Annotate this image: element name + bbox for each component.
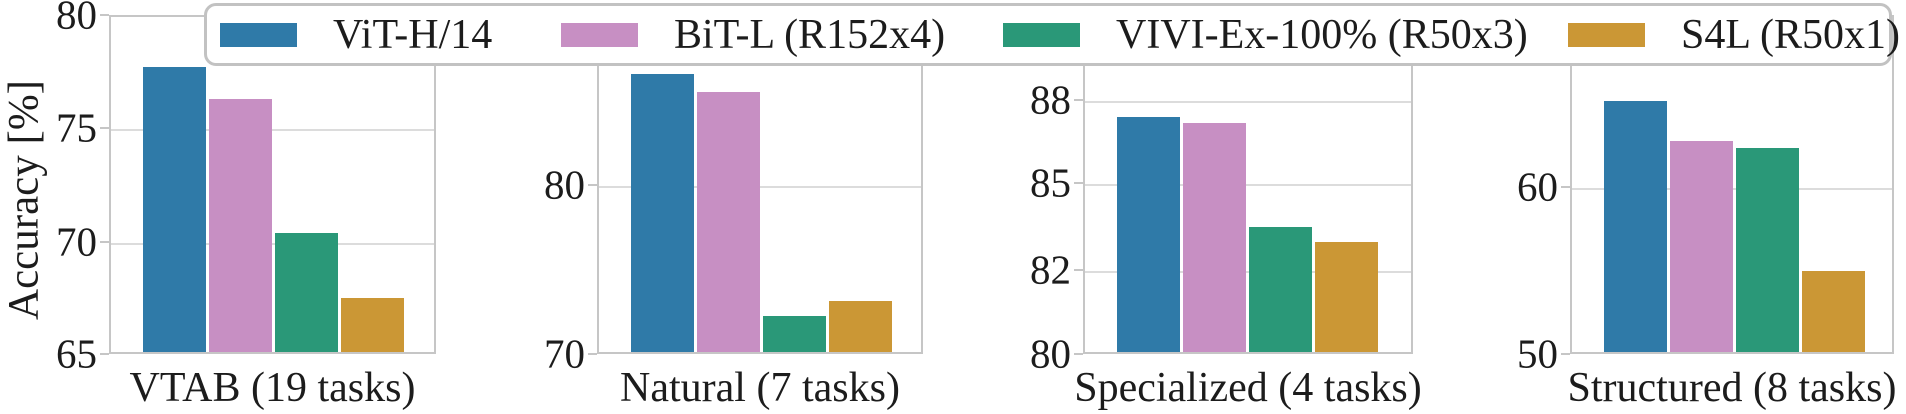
gridline [1085,183,1411,186]
plot-area [1083,15,1413,354]
bar [142,67,206,352]
legend-item: ViT-H/14 [220,14,492,56]
y-tick-label: 50 [1517,330,1558,376]
bar [696,92,760,352]
bar [1116,117,1180,352]
bar [1801,271,1865,352]
y-tick-label: 65 [56,330,97,376]
y-tick-mark [1074,181,1083,184]
y-tick-label: 60 [1517,163,1558,210]
y-tick-mark [1074,352,1083,355]
y-tick-label: 85 [1030,159,1071,206]
y-tick-mark [1561,185,1570,188]
x-axis-caption: Natural (7 tasks) [620,365,900,411]
y-tick-mark [588,183,597,186]
y-tick-label: 80 [56,0,97,38]
y-tick-mark [1561,352,1570,355]
y-tick-mark [100,240,109,243]
y-tick-mark [1074,98,1083,101]
gridline [111,129,434,132]
gridline [1085,270,1411,273]
gridline [111,242,434,245]
x-axis-caption: Specialized (4 tasks) [1074,365,1422,411]
bar [1669,141,1733,352]
y-tick-label: 70 [544,330,585,376]
y-tick-mark [588,352,597,355]
y-tick-label: 70 [56,218,97,265]
legend-swatch [220,22,297,47]
y-tick-mark [100,14,109,16]
bar [1182,122,1246,352]
legend-swatch [561,22,638,47]
legend-swatch [1003,22,1080,47]
y-tick-label: 80 [544,161,585,208]
y-tick-label: 80 [1030,330,1071,376]
plot-area [597,15,923,354]
y-tick-mark [100,352,109,355]
legend-label: S4L (R50x1) [1681,11,1900,58]
legend-swatch [1568,22,1645,47]
gridline [1085,100,1411,103]
legend-item: BiT-L (R152x4) [561,14,945,56]
bar [828,300,892,352]
plot-area [109,15,436,354]
gridline [599,185,921,188]
legend-label: BiT-L (R152x4) [674,11,946,58]
bar [1314,241,1378,352]
plot-area [1570,15,1894,354]
bar [1735,148,1799,352]
x-axis-caption: Structured (8 tasks) [1567,365,1897,411]
bar [630,73,694,352]
legend-label: VIVI-Ex-100% (R50x3) [1116,11,1528,58]
y-tick-label: 88 [1030,76,1071,123]
y-tick-mark [100,127,109,130]
y-tick-label: 82 [1030,246,1071,293]
bar [274,232,338,352]
legend-item: VIVI-Ex-100% (R50x3) [1003,14,1528,56]
legend-item: S4L (R50x1) [1568,14,1900,56]
bar [762,316,826,352]
bar [208,99,272,352]
bar [1248,227,1312,352]
bar [1603,101,1667,352]
y-tick-mark [1074,268,1083,271]
x-axis-caption: VTAB (19 tasks) [129,365,416,411]
legend-label: ViT-H/14 [333,11,493,58]
bar [340,297,404,352]
legend: ViT-H/14 BiT-L (R152x4) VIVI-Ex-100% (R50x… [204,3,1900,66]
y-tick-label: 75 [56,104,97,151]
